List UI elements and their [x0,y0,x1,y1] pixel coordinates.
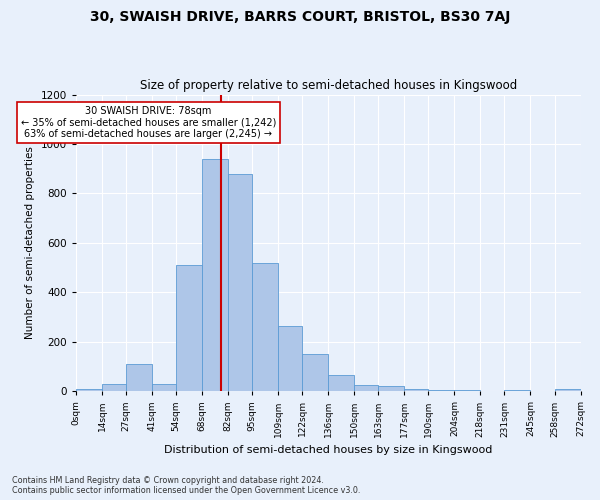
Bar [228,174,252,392]
Bar [354,384,379,392]
Bar [278,326,302,392]
Bar [176,265,202,392]
Bar [554,389,581,392]
Bar [102,384,126,392]
Bar [152,384,176,392]
Text: 30 SWAISH DRIVE: 78sqm
← 35% of semi-detached houses are smaller (1,242)
63% of : 30 SWAISH DRIVE: 78sqm ← 35% of semi-det… [20,106,276,139]
Bar [505,390,530,392]
Bar [428,390,454,392]
Bar [328,375,354,392]
X-axis label: Distribution of semi-detached houses by size in Kingswood: Distribution of semi-detached houses by … [164,445,493,455]
Bar [76,389,102,392]
Bar [126,364,152,392]
Bar [302,354,328,392]
Bar [252,262,278,392]
Y-axis label: Number of semi-detached properties: Number of semi-detached properties [25,146,35,340]
Title: Size of property relative to semi-detached houses in Kingswood: Size of property relative to semi-detach… [140,79,517,92]
Text: Contains HM Land Registry data © Crown copyright and database right 2024.
Contai: Contains HM Land Registry data © Crown c… [12,476,361,495]
Bar [379,386,404,392]
Bar [454,390,481,392]
Text: 30, SWAISH DRIVE, BARRS COURT, BRISTOL, BS30 7AJ: 30, SWAISH DRIVE, BARRS COURT, BRISTOL, … [90,10,510,24]
Bar [404,389,428,392]
Bar [202,159,228,392]
